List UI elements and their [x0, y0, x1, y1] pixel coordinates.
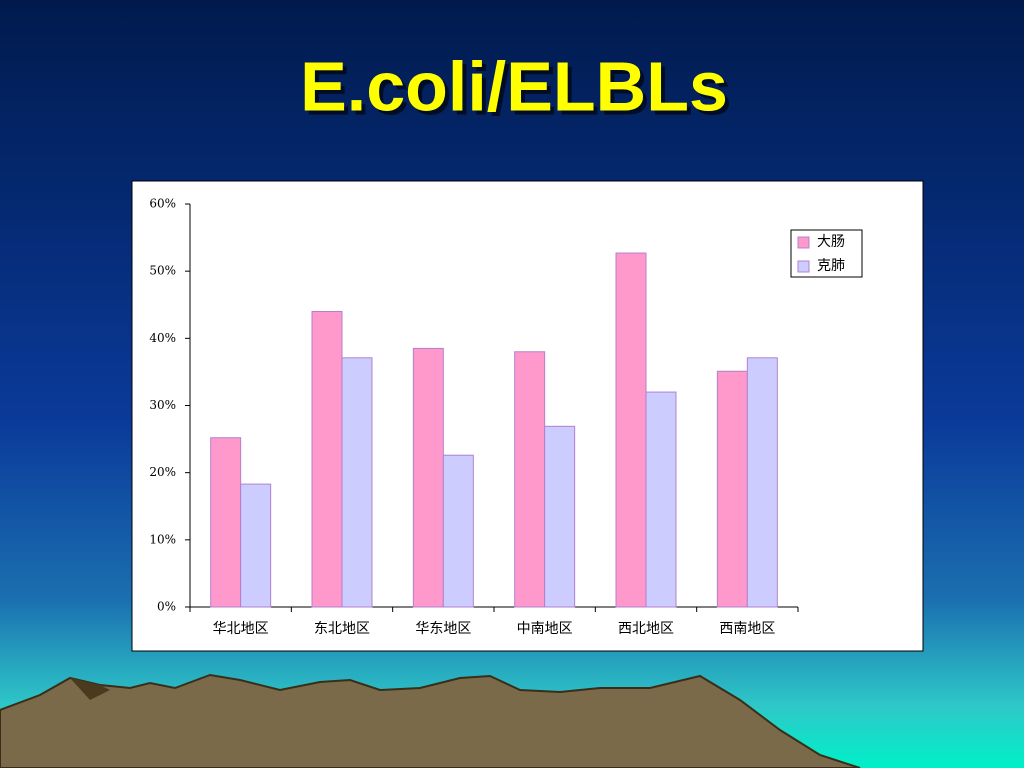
mountain-shade: [70, 678, 110, 700]
mountains: [0, 673, 861, 769]
legend-label: 克肺: [817, 258, 845, 274]
x-tick-label: 西北地区: [618, 621, 674, 637]
y-tick-label: 40%: [149, 331, 176, 345]
bar: [341, 357, 373, 608]
bar: [615, 252, 647, 608]
y-tick-label: 50%: [149, 264, 176, 278]
y-tick-label: 10%: [149, 532, 176, 546]
chart-title: E.coli/ELBLs: [300, 47, 728, 125]
bar: [311, 310, 343, 608]
legend-swatch: [797, 260, 810, 273]
bar: [240, 483, 272, 608]
y-tick-label: 0%: [157, 600, 176, 614]
y-tick-label: 60%: [149, 197, 176, 211]
x-tick-label: 西南地区: [719, 621, 775, 637]
bar: [544, 425, 576, 608]
bar: [716, 370, 748, 608]
y-tick-label: 20%: [149, 465, 176, 479]
legend-swatch: [797, 236, 810, 249]
title-shadow: E.coli/ELBLs: [304, 51, 732, 129]
x-tick-label: 中南地区: [517, 621, 573, 637]
x-tick-label: 华东地区: [415, 621, 471, 637]
bar: [514, 351, 546, 608]
legend-label: 大肠: [817, 234, 845, 250]
bar: [412, 347, 444, 608]
x-tick-label: 华北地区: [213, 621, 269, 637]
y-tick-label: 30%: [149, 398, 176, 412]
bar: [746, 357, 778, 608]
x-tick-label: 东北地区: [314, 621, 370, 637]
bar: [210, 437, 242, 608]
bar: [442, 454, 474, 608]
bar: [645, 391, 677, 608]
